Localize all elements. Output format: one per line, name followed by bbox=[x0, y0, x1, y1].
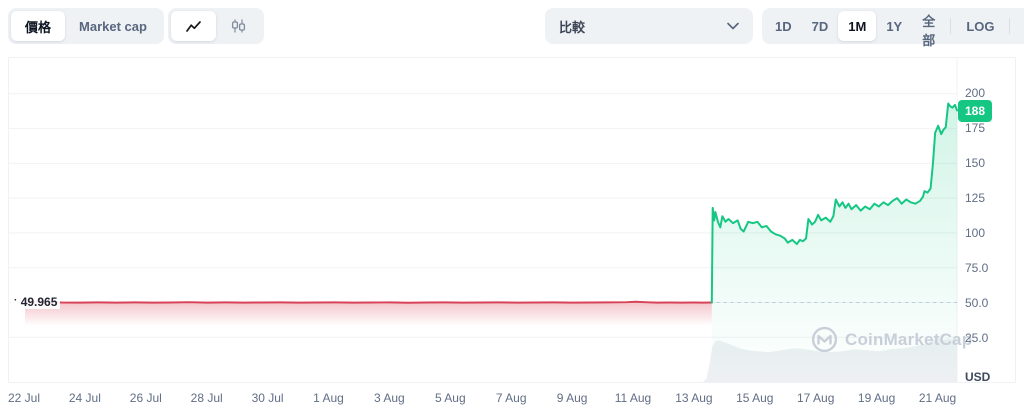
range-button-1d[interactable]: 1D bbox=[765, 11, 802, 41]
more-options-button[interactable]: ··· bbox=[1015, 11, 1024, 41]
coinmarketcap-logo-icon bbox=[811, 326, 838, 353]
price-line-up bbox=[710, 102, 959, 304]
candlestick-icon bbox=[231, 19, 246, 33]
x-axis-label: 7 Aug bbox=[495, 391, 527, 405]
open-price-marker: · bbox=[14, 295, 18, 307]
x-axis-label: 11 Aug bbox=[614, 391, 652, 405]
x-axis-label: 26 Jul bbox=[129, 391, 162, 405]
y-axis-label: 150 bbox=[965, 156, 986, 170]
y-axis-label: 75.0 bbox=[965, 261, 989, 275]
x-axis-label: 30 Jul bbox=[251, 391, 284, 405]
chart-panel: CoinMarketCap · 49.965 188 200 175 150 125 1… bbox=[8, 57, 1016, 384]
divider bbox=[1009, 18, 1011, 34]
chart-type-toggle bbox=[168, 8, 264, 44]
x-axis-label: 28 Jul bbox=[190, 391, 223, 405]
candlestick-chart-type-button[interactable] bbox=[216, 11, 261, 41]
y-axis-label: 100 bbox=[965, 226, 986, 240]
metric-toggle: 價格 Market cap bbox=[8, 8, 164, 44]
y-axis-label: 125 bbox=[965, 191, 986, 205]
range-button-1m[interactable]: 1M bbox=[838, 11, 877, 41]
x-axis-label: 21 Aug bbox=[918, 391, 957, 405]
x-axis-label: 15 Aug bbox=[736, 391, 774, 405]
open-price-label: · 49.965 bbox=[11, 295, 61, 310]
price-area-up bbox=[711, 103, 958, 382]
marketcap-tab[interactable]: Market cap bbox=[65, 11, 161, 41]
line-chart-icon bbox=[186, 20, 201, 32]
x-axis-label: 1 Aug bbox=[313, 391, 344, 405]
x-axis-label: 17 Aug bbox=[797, 391, 835, 405]
x-axis-label: 3 Aug bbox=[374, 391, 405, 405]
y-axis-label: 200 bbox=[965, 86, 986, 100]
price-area-down bbox=[24, 301, 712, 327]
last-price-badge: 188 bbox=[958, 99, 992, 122]
chevron-down-icon bbox=[727, 22, 739, 30]
y-axis-label: 175 bbox=[965, 121, 986, 135]
coinmarketcap-watermark: CoinMarketCap bbox=[811, 326, 972, 353]
range-button-1y[interactable]: 1Y bbox=[876, 11, 912, 41]
x-axis-label: 9 Aug bbox=[556, 391, 588, 405]
compare-dropdown[interactable]: 比較 bbox=[545, 8, 753, 44]
y-axis-unit-label: USD bbox=[965, 370, 991, 384]
log-scale-button[interactable]: LOG bbox=[956, 11, 1004, 41]
divider bbox=[950, 18, 952, 34]
range-button-7d[interactable]: 7D bbox=[802, 11, 839, 41]
range-button-全部[interactable]: 全部 bbox=[912, 11, 945, 48]
compare-dropdown-label: 比較 bbox=[559, 19, 586, 35]
x-axis-label: 24 Jul bbox=[68, 391, 101, 405]
x-axis-label: 13 Aug bbox=[675, 391, 713, 405]
price-chart[interactable] bbox=[9, 58, 1015, 382]
x-axis-label: 19 Aug bbox=[857, 391, 896, 405]
x-axis-label: 22 Jul bbox=[7, 391, 41, 405]
price-tab[interactable]: 價格 bbox=[11, 11, 66, 41]
y-axis-label: 25.0 bbox=[965, 331, 989, 345]
y-axis-label: 50.0 bbox=[965, 296, 989, 310]
price-line-down bbox=[23, 300, 713, 304]
line-chart-type-button[interactable] bbox=[171, 11, 216, 41]
watermark-text: CoinMarketCap bbox=[845, 329, 973, 349]
x-axis-label: 5 Aug bbox=[434, 391, 466, 405]
